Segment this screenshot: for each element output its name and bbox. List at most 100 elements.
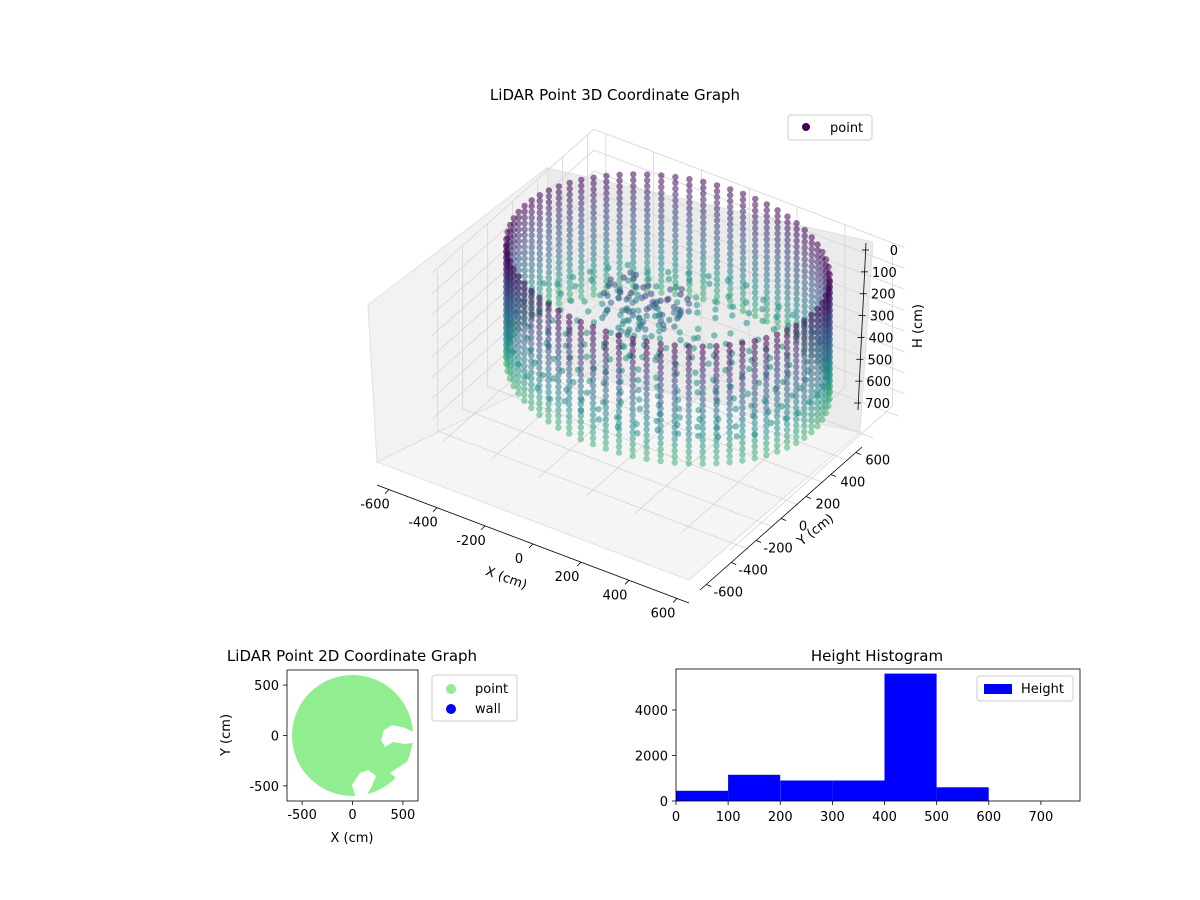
lidar-point	[528, 381, 535, 388]
lidar-point	[616, 177, 623, 184]
lidar-point	[577, 424, 584, 431]
lidar-point	[713, 419, 720, 426]
lidar-point	[521, 292, 528, 299]
lidar-point	[515, 337, 522, 344]
lidar-point	[763, 212, 770, 220]
lidar-point	[773, 395, 781, 403]
lidar-point	[545, 286, 553, 294]
lidar-point	[615, 385, 623, 392]
lidar-point	[784, 225, 791, 232]
lidar-point	[643, 414, 650, 421]
lidar-point	[629, 335, 636, 343]
lidar-point	[503, 236, 510, 243]
lidar-point	[615, 402, 623, 409]
lidar-point	[739, 387, 746, 394]
lidar-point	[566, 232, 573, 239]
lidar-point	[713, 246, 721, 253]
lidar-point	[578, 264, 585, 271]
lidar-point	[819, 393, 826, 400]
lidar-point	[566, 290, 573, 298]
lidar-point	[700, 278, 707, 285]
lidar-point	[510, 277, 517, 284]
lidar-point	[814, 393, 821, 401]
lidar-point	[615, 349, 623, 357]
lidar-point	[635, 366, 642, 373]
lidar-point	[699, 349, 706, 356]
lidar-point	[685, 448, 692, 455]
lidar-point	[616, 224, 623, 231]
y-tick-label-2d: 500	[254, 679, 279, 694]
lidar-point	[630, 235, 637, 242]
lidar-point	[801, 335, 808, 342]
lidar-point	[773, 401, 781, 408]
lidar-point	[629, 406, 636, 413]
lidar-point	[555, 319, 562, 326]
lidar-point	[578, 217, 585, 225]
lidar-point	[774, 259, 781, 267]
lidar-point	[763, 440, 770, 447]
lidar-point	[699, 460, 706, 467]
lidar-point	[616, 241, 623, 249]
lidar-point	[521, 237, 528, 245]
lidar-point	[751, 431, 758, 438]
lidar-point	[773, 337, 781, 344]
lidar-point	[672, 238, 679, 245]
lidar-point	[752, 195, 759, 203]
lidar-point	[521, 315, 528, 322]
lidar-point	[746, 365, 753, 373]
lidar-point	[657, 451, 664, 459]
lidar-point	[819, 381, 826, 388]
lidar-point	[536, 268, 543, 275]
lidar-point	[603, 207, 610, 215]
lidar-point	[555, 330, 562, 338]
x-axis-label-3d: X (cm)	[483, 564, 529, 593]
lidar-point	[577, 412, 584, 419]
lidar-point	[506, 258, 514, 265]
lidar-point	[577, 330, 584, 337]
lidar-point	[713, 205, 721, 212]
lidar-point	[726, 418, 733, 425]
lidar-point	[814, 370, 821, 377]
lidar-point	[773, 372, 781, 379]
lidar-point	[686, 187, 693, 195]
lidar-point	[602, 445, 609, 452]
y-tick-label-3d: 400	[840, 476, 865, 491]
lidar-point	[577, 336, 584, 343]
lidar-point	[783, 362, 791, 369]
lidar-point	[555, 247, 563, 254]
lidar-point	[589, 417, 597, 424]
lidar-point	[671, 412, 678, 419]
lidar-point	[808, 263, 815, 270]
lidar-point	[713, 448, 720, 455]
x-tick-mark-3d	[432, 507, 438, 512]
lidar-point	[793, 363, 800, 370]
lidar-point	[521, 362, 528, 369]
lidar-point	[793, 381, 800, 388]
lidar-point	[814, 346, 821, 354]
lidar-point	[510, 271, 517, 278]
lidar-point	[660, 325, 667, 333]
lidar-point	[801, 329, 808, 336]
lidar-point	[699, 366, 706, 374]
lidar-point	[774, 218, 781, 226]
lidar-point	[711, 332, 718, 339]
lidar-point	[590, 285, 597, 292]
lidar-point	[808, 304, 815, 311]
lidar-point	[801, 340, 808, 348]
lidar-point	[725, 293, 732, 300]
lidar-point	[739, 237, 747, 244]
lidar-point	[739, 266, 747, 274]
lidar-point	[685, 442, 692, 449]
lidar-point	[603, 184, 610, 191]
lidar-point	[763, 364, 770, 371]
z-tick-label-3d: 200	[871, 288, 896, 303]
ground-points-area	[292, 675, 413, 796]
lidar-point	[658, 189, 665, 197]
lidar-point	[566, 267, 573, 274]
lidar-point	[700, 249, 707, 256]
lidar-point	[629, 441, 636, 448]
lidar-point	[743, 299, 750, 306]
lidar-point	[774, 236, 781, 243]
lidar-point	[773, 413, 781, 420]
lidar-point	[603, 201, 610, 209]
